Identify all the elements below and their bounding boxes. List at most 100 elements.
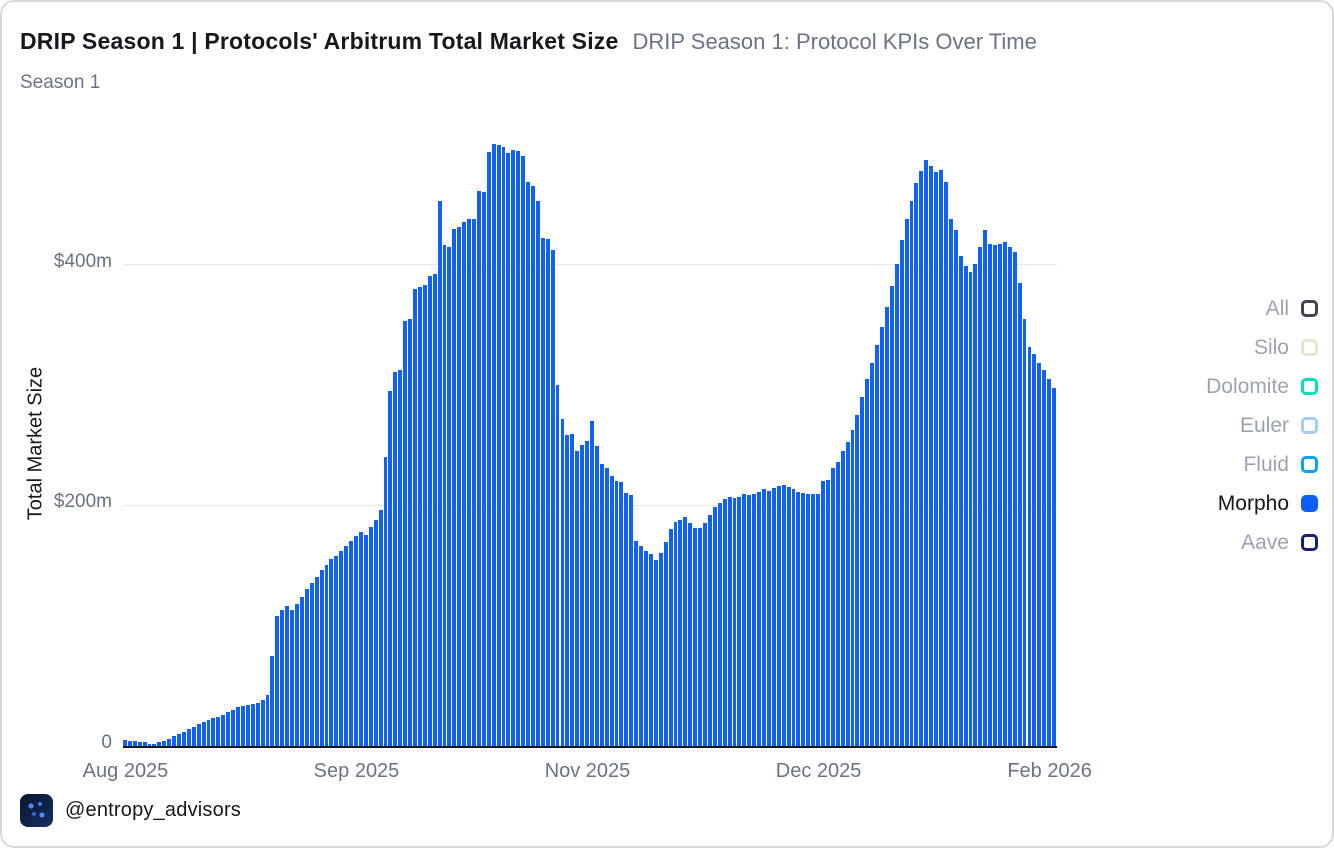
bar-morpho-108[interactable] xyxy=(653,560,658,746)
bar-morpho-23[interactable] xyxy=(236,707,240,746)
bar-morpho-89[interactable] xyxy=(560,419,565,746)
bar-morpho-52[interactable] xyxy=(378,509,383,746)
bar-morpho-18[interactable] xyxy=(211,718,216,746)
bar-morpho-126[interactable] xyxy=(742,494,747,746)
bar-morpho-71[interactable] xyxy=(472,219,476,746)
bar-morpho-174[interactable] xyxy=(978,247,983,746)
bar-morpho-187[interactable] xyxy=(1042,370,1047,746)
bar-morpho-138[interactable] xyxy=(801,492,806,746)
bar-morpho-92[interactable] xyxy=(575,450,580,746)
bar-morpho-149[interactable] xyxy=(855,414,860,746)
bar-morpho-17[interactable] xyxy=(206,719,211,746)
legend-item-dolomite[interactable]: Dolomite xyxy=(1206,367,1318,406)
bar-morpho-118[interactable] xyxy=(703,523,707,746)
legend-item-silo[interactable]: Silo xyxy=(1206,328,1318,367)
bar-morpho-9[interactable] xyxy=(167,738,172,746)
bar-morpho-67[interactable] xyxy=(452,229,457,746)
bar-morpho-43[interactable] xyxy=(334,555,339,746)
bar-morpho-180[interactable] xyxy=(1007,247,1012,746)
legend-swatch-aave[interactable] xyxy=(1301,534,1318,551)
bar-morpho-55[interactable] xyxy=(393,372,398,746)
bar-morpho-48[interactable] xyxy=(358,531,363,746)
bar-morpho-26[interactable] xyxy=(250,703,255,746)
bar-morpho-170[interactable] xyxy=(958,255,963,746)
bar-morpho-94[interactable] xyxy=(585,441,589,746)
bar-morpho-95[interactable] xyxy=(590,420,594,746)
bar-morpho-54[interactable] xyxy=(388,390,393,746)
bar-morpho-29[interactable] xyxy=(265,695,270,746)
legend-item-fluid[interactable]: Fluid xyxy=(1206,445,1318,484)
bar-morpho-19[interactable] xyxy=(216,717,221,746)
bar-morpho-91[interactable] xyxy=(570,433,575,746)
bar-morpho-104[interactable] xyxy=(634,541,639,746)
bar-morpho-83[interactable] xyxy=(531,185,535,746)
bar-morpho-32[interactable] xyxy=(280,609,285,746)
bar-morpho-25[interactable] xyxy=(245,705,250,746)
bar-morpho-42[interactable] xyxy=(329,559,334,746)
bar-morpho-36[interactable] xyxy=(299,596,304,746)
bar-morpho-3[interactable] xyxy=(137,742,142,746)
bar-morpho-76[interactable] xyxy=(496,144,501,746)
bar-morpho-56[interactable] xyxy=(398,370,403,746)
bar-morpho-75[interactable] xyxy=(491,143,496,746)
bar-morpho-78[interactable] xyxy=(506,153,511,746)
bar-morpho-40[interactable] xyxy=(319,570,324,746)
bar-morpho-15[interactable] xyxy=(196,724,201,746)
bar-morpho-175[interactable] xyxy=(983,230,988,746)
bar-morpho-12[interactable] xyxy=(181,731,186,746)
bar-morpho-136[interactable] xyxy=(791,489,796,746)
bar-morpho-142[interactable] xyxy=(821,480,825,746)
bar-morpho-160[interactable] xyxy=(909,201,914,746)
bar-morpho-44[interactable] xyxy=(339,550,344,746)
bar-morpho-68[interactable] xyxy=(457,226,462,746)
bar-morpho-153[interactable] xyxy=(875,344,880,746)
bar-morpho-105[interactable] xyxy=(639,546,644,746)
bar-morpho-186[interactable] xyxy=(1037,362,1042,746)
bar-morpho-31[interactable] xyxy=(275,615,280,746)
bar-morpho-159[interactable] xyxy=(904,219,909,746)
bar-morpho-53[interactable] xyxy=(383,456,388,746)
bar-morpho-171[interactable] xyxy=(963,266,968,746)
legend-item-morpho[interactable]: Morpho xyxy=(1206,484,1318,523)
bar-morpho-101[interactable] xyxy=(619,482,624,746)
legend-swatch-fluid[interactable] xyxy=(1301,456,1318,473)
bar-morpho-119[interactable] xyxy=(707,514,712,746)
bar-morpho-113[interactable] xyxy=(678,519,683,746)
bar-morpho-45[interactable] xyxy=(344,546,349,746)
bar-morpho-110[interactable] xyxy=(663,542,668,746)
bar-morpho-114[interactable] xyxy=(683,517,688,746)
bar-morpho-77[interactable] xyxy=(501,147,506,746)
bar-morpho-146[interactable] xyxy=(840,450,845,746)
bar-morpho-131[interactable] xyxy=(766,490,771,746)
legend-swatch-euler[interactable] xyxy=(1301,417,1318,434)
bar-morpho-103[interactable] xyxy=(629,495,634,746)
bar-morpho-107[interactable] xyxy=(648,554,653,746)
bar-morpho-166[interactable] xyxy=(939,170,943,746)
bar-morpho-178[interactable] xyxy=(998,243,1002,746)
bar-morpho-88[interactable] xyxy=(555,384,560,746)
bar-morpho-80[interactable] xyxy=(516,150,521,746)
bar-morpho-82[interactable] xyxy=(526,182,530,746)
bar-morpho-132[interactable] xyxy=(771,488,776,746)
bar-morpho-50[interactable] xyxy=(368,526,373,746)
bar-morpho-152[interactable] xyxy=(870,362,875,746)
bar-morpho-179[interactable] xyxy=(1002,242,1007,746)
bar-morpho-183[interactable] xyxy=(1022,319,1027,746)
bar-morpho-57[interactable] xyxy=(403,320,408,746)
bar-morpho-21[interactable] xyxy=(226,712,231,746)
bar-morpho-181[interactable] xyxy=(1012,251,1017,746)
bar-morpho-130[interactable] xyxy=(762,489,766,746)
bar-morpho-154[interactable] xyxy=(880,326,884,746)
bar-morpho-109[interactable] xyxy=(658,553,663,746)
legend-swatch-dolomite[interactable] xyxy=(1301,378,1318,395)
bar-morpho-100[interactable] xyxy=(614,480,619,746)
bar-morpho-62[interactable] xyxy=(427,276,432,746)
bar-morpho-112[interactable] xyxy=(673,521,678,746)
bar-morpho-97[interactable] xyxy=(599,464,604,746)
bar-morpho-70[interactable] xyxy=(467,219,472,746)
bar-morpho-33[interactable] xyxy=(285,606,290,746)
bar-morpho-72[interactable] xyxy=(476,190,481,746)
bar-morpho-11[interactable] xyxy=(177,733,181,746)
bar-morpho-124[interactable] xyxy=(732,497,737,746)
bar-morpho-155[interactable] xyxy=(884,307,889,746)
